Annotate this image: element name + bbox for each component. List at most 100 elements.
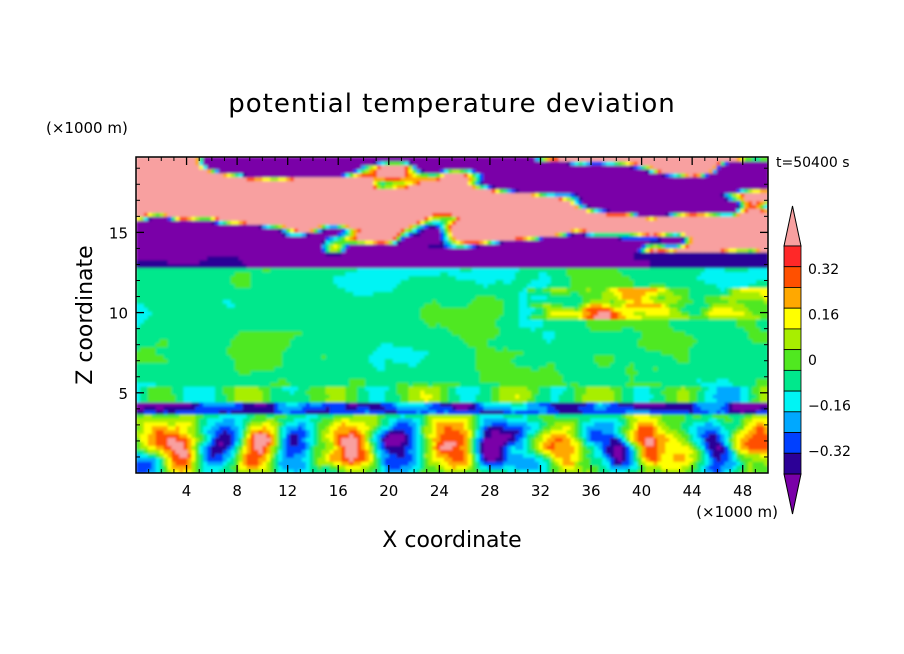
heatmap-cell [199,168,204,174]
heatmap-cell [270,168,275,174]
heatmap-cell [151,299,157,304]
heatmap-cell [376,204,382,209]
heatmap-cell [226,275,232,281]
heatmap-cell [175,255,181,261]
heatmap-cell [191,259,196,265]
heatmap-cell [203,417,208,423]
heatmap-cell [361,188,366,194]
heatmap-cell [321,228,327,233]
heatmap-cell [333,390,339,395]
heatmap-cell [309,239,315,245]
heatmap-cell [333,216,339,221]
heatmap-cell [266,307,271,312]
heatmap-cell [215,413,220,419]
heatmap-cell [258,208,263,213]
heatmap-cell [187,275,192,281]
heatmap-cell [155,374,161,379]
heatmap-cell [361,378,366,383]
heatmap-cell [151,259,157,265]
heatmap-cell [215,251,220,257]
heatmap-cell [218,382,224,387]
heatmap-cell [159,322,165,328]
heatmap-cell [258,263,263,269]
heatmap-cell [349,196,354,202]
heatmap-cell [199,188,204,194]
heatmap-cell [163,200,169,205]
heatmap-cell [136,465,141,470]
heatmap-cell [167,267,173,273]
heatmap-cell [305,176,311,182]
heatmap-cell [278,172,283,178]
heatmap-cell [376,362,382,367]
heatmap-cell [199,287,204,292]
heatmap-cell [250,236,256,241]
heatmap-cell [155,275,161,281]
heatmap-cell [262,409,267,415]
heatmap-cell [191,429,196,435]
heatmap-cell [369,243,374,249]
heatmap-cell [301,449,307,454]
heatmap-cell [353,334,358,340]
heatmap-cell [222,212,228,217]
heatmap-cell [345,224,350,229]
heatmap-cell [226,303,232,308]
heatmap-cell [373,338,378,344]
heatmap-cell [222,362,228,367]
heatmap-cell [222,267,228,273]
heatmap-cell [278,390,283,395]
heatmap-cell [191,445,196,450]
heatmap-cell [191,315,196,320]
heatmap-cell [266,409,271,415]
heatmap-cell [254,263,260,269]
heatmap-cell [266,228,271,233]
chart-title: potential temperature deviation [228,89,675,119]
heatmap-cell [333,461,339,466]
heatmap-cell [195,441,200,446]
heatmap-cell [191,216,196,221]
heatmap-cell [349,279,354,284]
heatmap-cell [345,251,350,257]
heatmap-cell [167,409,173,415]
heatmap-cell [270,457,275,462]
heatmap-cell [301,168,307,174]
heatmap-cell [345,303,350,308]
heatmap-cell [278,164,283,170]
heatmap-cell [357,172,362,178]
heatmap-cell [286,441,291,446]
heatmap-cell [147,236,153,241]
heatmap-cell [297,413,303,419]
heatmap-cell [242,318,248,324]
heatmap-cell [155,164,161,170]
heatmap-cell [218,157,224,162]
heatmap-cell [155,366,161,371]
heatmap-cell [183,216,188,221]
heatmap-cell [274,405,279,411]
heatmap-cell [167,425,173,431]
heatmap-cell [290,275,295,281]
heatmap-cell [207,409,212,415]
heatmap-cell [373,382,378,387]
heatmap-cell [238,425,244,431]
heatmap-cell [155,192,161,198]
heatmap-cell [321,330,327,336]
heatmap-cell [345,160,350,166]
heatmap-cell [278,394,283,399]
heatmap-cell [357,421,362,427]
heatmap-cell [147,342,153,348]
heatmap-cell [234,342,240,348]
heatmap-cell [175,386,181,391]
heatmap-cell [337,409,342,415]
heatmap-cell [151,346,157,352]
heatmap-cell [254,405,260,411]
heatmap-cell [305,433,311,439]
heatmap-cell [199,236,204,241]
heatmap-cell [305,378,311,383]
heatmap-cell [242,358,248,363]
heatmap-cell [282,425,287,431]
heatmap-cell [191,279,196,284]
heatmap-cell [380,465,386,470]
heatmap-cell [337,413,342,419]
heatmap-cell [226,180,232,186]
heatmap-cell [183,160,188,166]
heatmap-cell [294,342,299,348]
